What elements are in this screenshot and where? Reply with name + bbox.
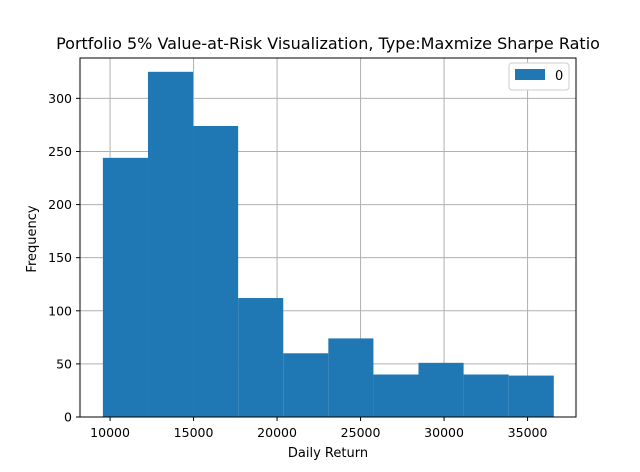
plot-frame bbox=[79, 57, 577, 418]
histogram-bar bbox=[508, 375, 554, 417]
histogram-bar bbox=[463, 374, 509, 417]
histogram-bar bbox=[418, 362, 464, 417]
histogram-bar bbox=[238, 298, 284, 417]
y-tick-label: 300 bbox=[48, 91, 72, 106]
legend: 0 bbox=[508, 62, 570, 91]
y-tick-label: 50 bbox=[56, 356, 72, 371]
legend-label: 0 bbox=[555, 69, 563, 84]
y-tick-label: 150 bbox=[48, 250, 72, 265]
histogram-bar bbox=[328, 338, 374, 417]
x-tick-label: 20000 bbox=[257, 425, 297, 440]
chart-title: Portfolio 5% Value-at-Risk Visualization… bbox=[56, 34, 600, 53]
histogram-bar bbox=[147, 71, 194, 418]
x-tick-label: 35000 bbox=[508, 425, 548, 440]
x-tick-label: 30000 bbox=[424, 425, 464, 440]
histogram-bar bbox=[283, 353, 329, 417]
y-axis-label: Frequency bbox=[25, 205, 40, 272]
y-tick-label: 200 bbox=[48, 197, 72, 212]
histogram-bars bbox=[102, 71, 554, 418]
histogram-bar bbox=[193, 125, 239, 418]
x-tick-label: 15000 bbox=[174, 425, 214, 440]
x-tick-label: 10000 bbox=[90, 425, 130, 440]
legend-swatch bbox=[515, 69, 545, 80]
histogram-bar bbox=[102, 157, 148, 417]
x-tick-label: 25000 bbox=[341, 425, 381, 440]
x-axis-label: Daily Return bbox=[288, 446, 368, 461]
histogram-bar bbox=[373, 374, 419, 417]
y-tick-label: 0 bbox=[64, 410, 72, 425]
x-axis-ticks: 10000 15000 20000 25000 30000 35000 bbox=[90, 417, 547, 440]
y-axis-ticks: 0 50 100 150 200 250 300 bbox=[48, 91, 80, 425]
y-tick-label: 100 bbox=[48, 303, 72, 318]
y-tick-label: 250 bbox=[48, 144, 72, 159]
